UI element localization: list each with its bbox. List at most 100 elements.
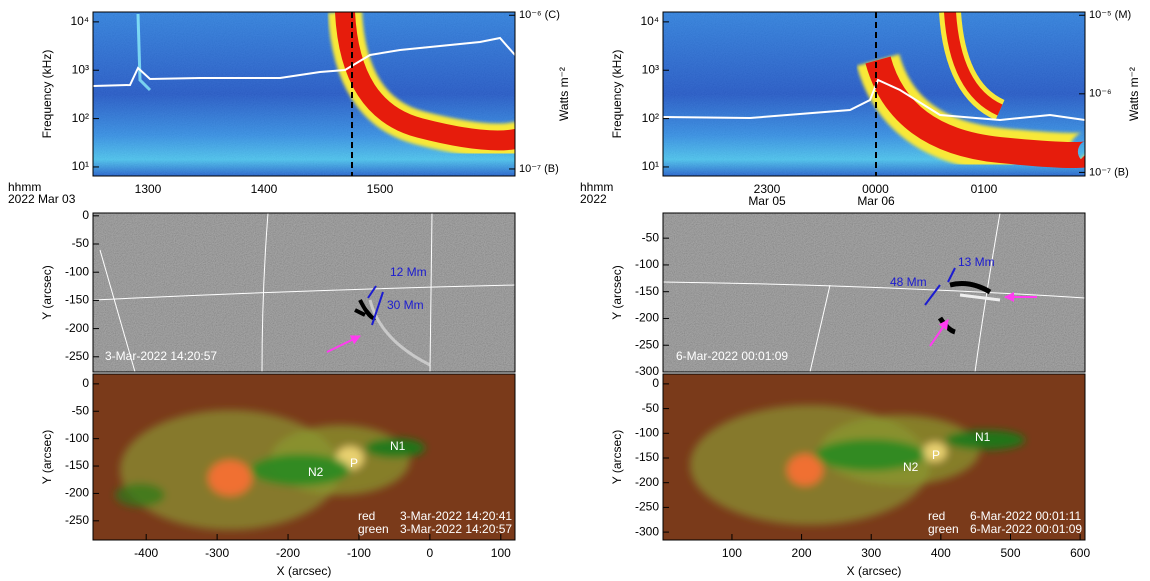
y-tick-label: -250	[635, 500, 659, 514]
y-tick-label: -150	[635, 284, 659, 298]
x-tick-label: -100	[347, 546, 371, 560]
spectrogram-image	[663, 12, 1085, 176]
x-tick-label: 1500	[367, 182, 394, 196]
scale-label: 48 Mm	[890, 275, 927, 289]
x-date: Mar 05	[748, 194, 786, 208]
x-tick-label: 0000	[862, 182, 889, 196]
region-label: P	[350, 456, 358, 470]
difference-image	[93, 213, 515, 372]
region-label: N1	[975, 430, 991, 444]
y2-tick-label: 10⁻⁶	[1089, 88, 1112, 100]
y-axis-title: Y (arcsec)	[40, 265, 54, 319]
y-tick-label: -200	[635, 475, 659, 489]
y-tick-label: 10³	[642, 62, 659, 76]
y-tick-label: -200	[635, 311, 659, 325]
y-tick-label: 0	[82, 376, 89, 390]
y-tick-label: -100	[635, 257, 659, 271]
legend-time: 3-Mar-2022 14:20:57	[400, 522, 512, 536]
y2-tick-label: 10⁻⁶ (C)	[519, 9, 560, 21]
y-tick-label: -50	[642, 230, 660, 244]
y-tick-label: -250	[635, 337, 659, 351]
y-tick-label: 10³	[72, 62, 89, 76]
y-tick-label: -50	[72, 403, 90, 417]
y-tick-label: 10¹	[642, 159, 659, 173]
y-tick-label: -200	[65, 321, 89, 335]
y-tick-label: -250	[65, 513, 89, 527]
x-tick-label: 1300	[135, 182, 162, 196]
x-tick-label: -300	[205, 546, 229, 560]
x-tick-label: 100	[491, 546, 511, 560]
y-tick-label: -250	[65, 349, 89, 363]
x-unit: hhmm	[580, 180, 613, 194]
spectrogram-image	[93, 12, 515, 176]
panel-frames	[92, 11, 1086, 541]
y-axis-title: Frequency (kHz)	[610, 50, 624, 139]
x-tick-label: 300	[861, 546, 881, 560]
scale-label: 12 Mm	[390, 265, 427, 279]
y-tick-label: 10²	[72, 111, 89, 125]
y-tick-label: -200	[65, 486, 89, 500]
y-tick-label: -50	[642, 401, 660, 415]
composite-image	[663, 374, 1085, 540]
y-tick-label: -150	[635, 450, 659, 464]
timestamp: 3-Mar-2022 14:20:57	[105, 349, 217, 363]
y-tick-label: -100	[65, 431, 89, 445]
x-tick-label: 2300	[754, 182, 781, 196]
y-tick-label: -150	[65, 293, 89, 307]
region-label: N2	[903, 460, 919, 474]
x-tick-label: 400	[931, 546, 951, 560]
x-unit: hhmm	[8, 180, 41, 194]
scale-label: 13 Mm	[958, 255, 995, 269]
y-tick-label: 10⁴	[640, 14, 659, 28]
legend-name: green	[928, 522, 959, 536]
y-axis-title: Frequency (kHz)	[40, 50, 54, 139]
x-tick-label: -400	[134, 546, 158, 560]
legend-time: 6-Mar-2022 00:01:09	[970, 522, 1082, 536]
y2-tick-label: 10⁻⁷ (B)	[519, 163, 559, 175]
y-tick-label: -100	[635, 425, 659, 439]
region-label: P	[932, 448, 940, 462]
y2-tick-label: 10⁻⁷ (B)	[1089, 166, 1129, 178]
x-tick-label: 600	[1070, 546, 1090, 560]
legend-name: red	[358, 509, 375, 523]
y-axis-title: Watts m⁻²	[1127, 67, 1141, 121]
x-tick-label: 200	[792, 546, 812, 560]
x-date: Mar 06	[857, 194, 895, 208]
x-tick-label: -200	[276, 546, 300, 560]
legend-name: red	[928, 509, 945, 523]
y-tick-label: 10⁴	[70, 14, 89, 28]
x-tick-label: 1400	[251, 182, 278, 196]
legend-time: 3-Mar-2022 14:20:41	[400, 509, 512, 523]
timestamp: 6-Mar-2022 00:01:09	[676, 349, 788, 363]
composite-image	[93, 374, 515, 540]
y-tick-label: -50	[72, 236, 90, 250]
legend-time: 6-Mar-2022 00:01:11	[970, 509, 1082, 523]
difference-image	[663, 213, 1085, 372]
y-tick-label: -100	[65, 264, 89, 278]
x-tick-label: 100	[722, 546, 742, 560]
scale-label: 30 Mm	[387, 298, 424, 312]
y-tick-label: 10²	[642, 111, 659, 125]
y-axis-title: Y (arcsec)	[610, 265, 624, 319]
x-tick-label: 0100	[971, 182, 998, 196]
y-tick-label: 0	[82, 208, 89, 222]
legend-name: green	[358, 522, 389, 536]
y-tick-label: -300	[635, 364, 659, 378]
region-label: N2	[308, 465, 324, 479]
y2-tick-label: 10⁻⁵ (M)	[1089, 9, 1131, 21]
date: 2022	[580, 192, 607, 206]
region-label: N1	[390, 439, 406, 453]
date: 2022 Mar 03	[8, 192, 76, 206]
y-tick-label: -150	[65, 458, 89, 472]
x-axis-title: X (arcsec)	[277, 564, 332, 578]
y-axis-title: Watts m⁻²	[557, 67, 571, 121]
x-tick-label: 0	[427, 546, 434, 560]
x-tick-label: 500	[1000, 546, 1020, 560]
y-tick-label: 10¹	[72, 159, 89, 173]
y-axis-title: Y (arcsec)	[40, 430, 54, 484]
y-tick-label: -300	[635, 524, 659, 538]
y-axis-title: Y (arcsec)	[610, 430, 624, 484]
y-tick-label: 0	[652, 376, 659, 390]
x-axis-title: X (arcsec)	[847, 564, 902, 578]
